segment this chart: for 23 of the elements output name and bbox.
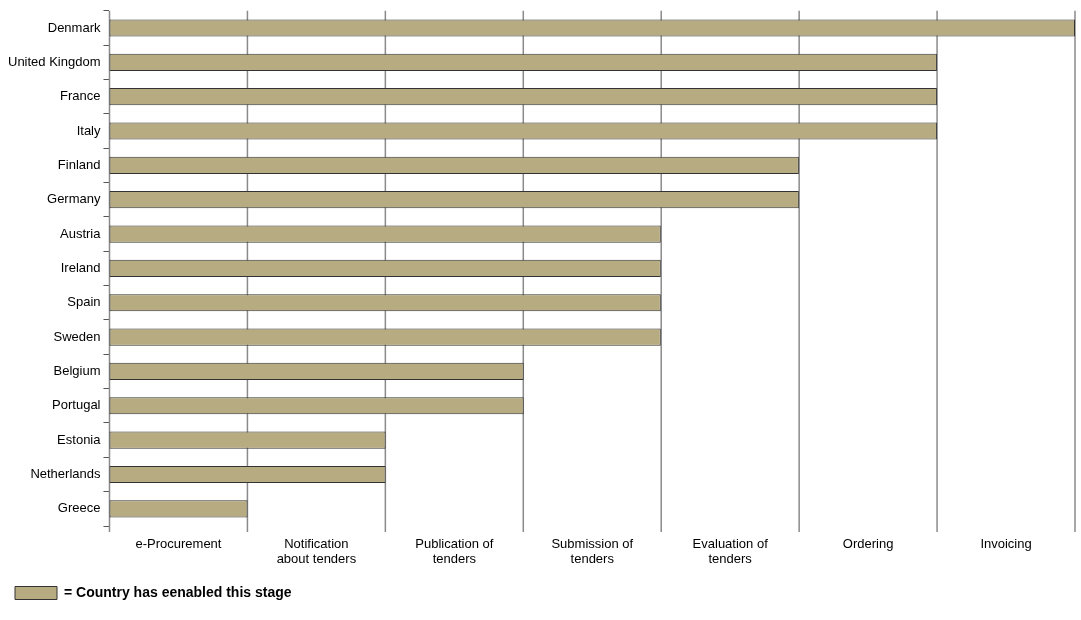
- text: Publication of tenders: [415, 536, 494, 567]
- text: Evaluation of tenders: [692, 536, 769, 567]
- text: Invoicing: [980, 536, 1032, 552]
- y-tick-label: Spain: [67, 294, 101, 310]
- y-tick-label: Portugal: [52, 397, 101, 413]
- text: Submission of tenders: [551, 536, 634, 567]
- legend-label: = Country has eenabled this stage: [64, 583, 292, 600]
- y-tick-label: Italy: [76, 122, 101, 138]
- text: Notification about tenders: [276, 536, 357, 567]
- y-tick-label: Greece: [57, 500, 101, 516]
- y-tick-label: United Kingdom: [8, 53, 101, 69]
- y-tick-label: Finland: [57, 156, 101, 172]
- y-tick-label: Ireland: [60, 259, 101, 275]
- y-tick-label: Sweden: [53, 328, 101, 344]
- y-tick-label: Denmark: [47, 19, 101, 35]
- text: e-Procurement: [135, 536, 222, 552]
- y-tick-label: Estonia: [57, 431, 102, 447]
- y-tick-label: Germany: [47, 191, 101, 207]
- y-tick-label: Belgium: [53, 363, 101, 379]
- text: Ordering: [842, 536, 894, 552]
- y-tick-label: Austria: [60, 225, 102, 241]
- y-tick-label: France: [60, 88, 101, 104]
- y-tick-label: Netherlands: [30, 466, 101, 482]
